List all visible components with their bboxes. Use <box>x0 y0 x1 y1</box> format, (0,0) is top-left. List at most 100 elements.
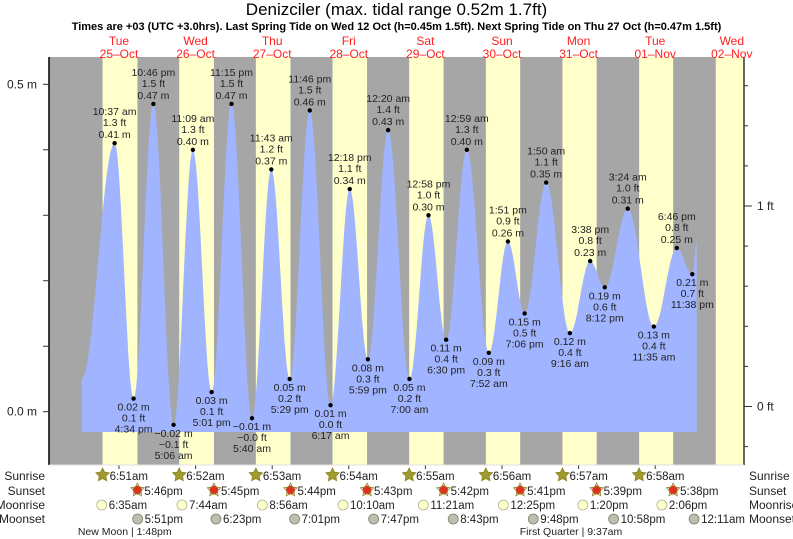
tide-time-label: 12:59 am <box>445 113 489 125</box>
daylight-band <box>715 57 744 465</box>
tide-time-label: 3:38 pm <box>571 224 609 236</box>
tide-height-ft-label: 1.3 ft <box>455 124 478 136</box>
sunrise-icon <box>248 467 264 482</box>
tide-time-label: 5:40 am <box>233 443 271 455</box>
sunset-time: 5:38pm <box>680 486 718 498</box>
low-tide-point <box>690 271 695 277</box>
left-axis-label: 0.5 m <box>7 77 37 91</box>
moonrise-time: 7:44am <box>189 500 227 512</box>
tide-time-label: 12:58 pm <box>407 178 451 190</box>
moonset-time: 9:48pm <box>540 514 578 526</box>
tide-height-ft-label: 0.0 ft <box>319 419 342 431</box>
tide-time-label: 11:46 pm <box>288 73 331 85</box>
day-of-week-label: Tue <box>109 34 130 48</box>
tide-time-label: 7:52 am <box>470 378 508 390</box>
sunset-icon-core <box>439 485 449 495</box>
low-tide-point <box>522 311 527 316</box>
sunset-icon-core <box>132 485 142 495</box>
tide-time-label: 9:16 am <box>551 358 589 370</box>
low-tide-point <box>486 350 492 355</box>
tide-height-m-label: −0.02 m <box>154 428 192 440</box>
tide-height-ft-label: 0.4 ft <box>642 341 665 353</box>
day-of-week-label: Tue <box>645 34 666 48</box>
tide-height-ft-label: 1.1 ft <box>534 157 557 169</box>
right-axis-label: 1 ft <box>757 199 774 213</box>
sunset-time: 5:44pm <box>297 486 335 498</box>
tide-time-label: 7:00 am <box>390 404 428 416</box>
sunset-icon-core <box>668 485 678 495</box>
day-of-week-label: Mon <box>567 34 590 48</box>
tide-height-m-label: 0.08 m <box>352 362 384 374</box>
sunrise-icon <box>478 467 494 482</box>
sunset-icon <box>436 482 452 497</box>
tide-height-ft-label: 0.1 ft <box>200 406 223 418</box>
sunset-icon-core <box>362 485 372 495</box>
sunset-icon <box>589 482 605 497</box>
day-of-week-label: Thu <box>262 34 283 48</box>
day-of-week-label: Sat <box>416 34 435 48</box>
day-date-label: 02–Nov <box>711 47 752 61</box>
tide-height-ft-label: 1.3 ft <box>181 124 204 136</box>
high-tide-point <box>543 180 549 185</box>
moonset-icon <box>608 513 620 525</box>
tide-height-m-label: 0.34 m <box>334 175 366 187</box>
tide-height-ft-label: 1.2 ft <box>260 143 283 155</box>
tide-height-m-label: 0.05 m <box>393 382 425 394</box>
tide-time-label: 12:20 am <box>366 93 410 105</box>
row-label-left: Sunset <box>8 484 46 498</box>
tide-height-m-label: 0.30 m <box>412 201 444 213</box>
high-tide-point <box>505 239 511 244</box>
day-date-label: 26–Oct <box>176 47 215 61</box>
tide-height-m-label: 0.46 m <box>294 96 326 108</box>
tide-area-path <box>81 103 697 433</box>
tide-height-m-label: 0.47 m <box>137 90 169 102</box>
tide-time-label: 11:09 am <box>171 113 214 125</box>
tide-time-label: 6:17 am <box>312 430 350 442</box>
moonset-icon <box>527 513 539 525</box>
moonrise-icon <box>257 499 268 511</box>
moonrise-icon <box>417 499 429 511</box>
row-label-left: Sunrise <box>4 469 45 483</box>
sunset-time: 5:45pm <box>221 486 259 498</box>
tide-time-label: 6:30 pm <box>427 365 465 377</box>
tide-time-label: 11:43 am <box>250 132 293 144</box>
tide-time-label: 6:46 pm <box>658 211 696 223</box>
high-tide-point <box>112 141 117 146</box>
high-tide-point <box>385 127 391 133</box>
sunset-time: 5:39pm <box>604 486 642 498</box>
day-date-label: 30–Oct <box>483 47 522 61</box>
day-date-label: 28–Oct <box>329 47 368 61</box>
tide-height-ft-label: 1.5 ft <box>298 84 321 96</box>
day-date-label: 27–Oct <box>253 47 292 61</box>
sunset-icon <box>512 482 528 497</box>
day-of-week-label: Wed <box>720 34 744 48</box>
moonrise-icon <box>656 499 668 511</box>
right-axis-label: 0 ft <box>757 400 774 414</box>
moonrise-time: 12:25pm <box>510 500 555 512</box>
tide-height-ft-label: 0.2 ft <box>398 393 421 405</box>
tide-height-m-label: 0.40 m <box>451 136 483 148</box>
high-tide-point <box>190 147 196 152</box>
moonrise-icon <box>577 499 589 511</box>
tide-height-m-label: 0.35 m <box>530 169 562 181</box>
moonrise-time: 1:20pm <box>590 500 628 512</box>
tide-height-m-label: −0.01 m <box>233 421 271 433</box>
low-tide-point <box>365 357 371 362</box>
moonset-time: 7:47pm <box>381 514 419 526</box>
sunrise-icon <box>325 467 341 482</box>
moon-phase-label: New Moon | 1:48pm <box>78 526 172 538</box>
row-label-right: Moonrise <box>749 498 793 512</box>
high-tide-point <box>151 101 156 107</box>
sunset-time: 5:43pm <box>374 486 412 498</box>
moonrise-icon <box>176 499 188 511</box>
row-label-right: Moonset <box>749 512 793 526</box>
tide-time-label: 11:38 pm <box>671 299 714 311</box>
low-tide-point <box>602 285 607 290</box>
day-date-label: 01–Nov <box>635 47 676 61</box>
moonset-time: 5:51pm <box>145 514 183 526</box>
moonset-time: 8:43pm <box>460 514 498 526</box>
tide-height-m-label: 0.25 m <box>661 234 693 246</box>
low-tide-point <box>131 396 136 401</box>
tide-height-ft-label: −0.0 ft <box>237 432 267 444</box>
tide-height-m-label: 0.21 m <box>676 277 708 289</box>
